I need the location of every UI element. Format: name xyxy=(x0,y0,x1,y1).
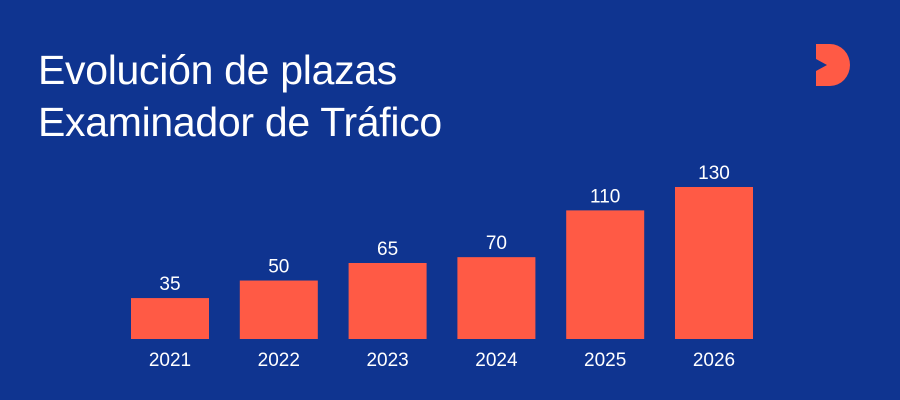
bar-value-label: 50 xyxy=(268,257,289,278)
bar-2022 xyxy=(239,280,318,339)
bar-value-label: 130 xyxy=(698,163,730,184)
x-tick-label: 2021 xyxy=(149,350,191,371)
bar-value-label: 70 xyxy=(486,233,507,254)
title-line-2: Examinador de Tráfico xyxy=(38,99,442,145)
bar-value-label: 110 xyxy=(590,186,620,207)
bar-2021 xyxy=(131,298,209,339)
x-tick-label: 2025 xyxy=(584,350,626,371)
bar-2025 xyxy=(566,210,645,339)
title-line-1: Evolución de plazas xyxy=(38,47,397,93)
x-tick-label: 2026 xyxy=(693,350,735,371)
bar-value-label: 65 xyxy=(377,239,398,260)
x-tick-label: 2023 xyxy=(366,350,408,371)
x-tick-label: 2024 xyxy=(475,350,518,371)
bar-2024 xyxy=(457,257,536,339)
bar-value-label: 35 xyxy=(159,274,180,295)
chart-title: Evolución de plazas Examinador de Tráfic… xyxy=(38,44,442,148)
bar-2026 xyxy=(675,187,753,339)
x-tick-label: 2022 xyxy=(258,350,300,371)
brand-d-icon xyxy=(816,44,850,86)
bar-2023 xyxy=(348,263,427,339)
